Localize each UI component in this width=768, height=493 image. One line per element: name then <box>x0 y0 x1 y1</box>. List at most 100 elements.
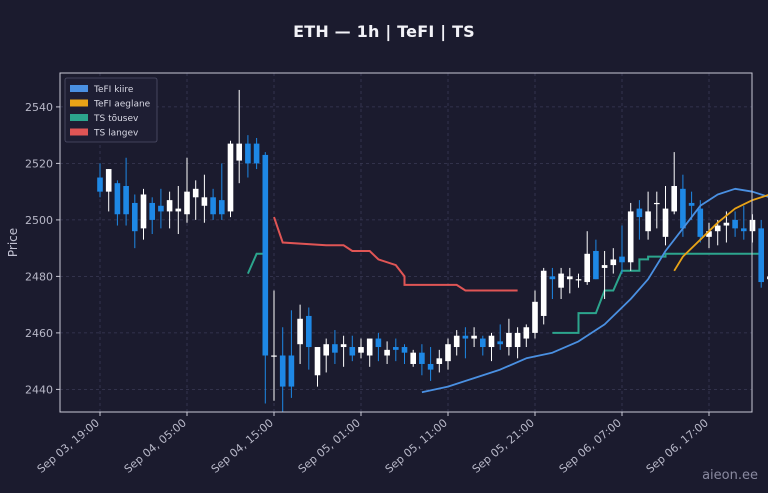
candle-body <box>375 338 382 348</box>
watermark: aieon.ee <box>702 468 758 483</box>
y-axis-label: Price <box>6 228 20 257</box>
candle-body <box>540 270 547 316</box>
candle-body <box>262 154 269 356</box>
candle <box>680 174 686 237</box>
x-tick-label: Sep 05, 11:00 <box>383 416 450 475</box>
y-tick-label: 2520 <box>25 157 53 170</box>
candle-body <box>158 205 164 212</box>
candle-body <box>279 355 286 387</box>
candle <box>297 304 303 364</box>
candle <box>593 239 599 280</box>
candle-body <box>584 253 590 283</box>
candle <box>480 335 486 356</box>
candle-body <box>471 335 477 339</box>
candle <box>540 267 547 325</box>
candle <box>236 89 242 184</box>
candle-body <box>627 211 634 263</box>
candle-body <box>619 256 625 263</box>
candle-body <box>297 318 303 345</box>
plot-frame <box>59 72 753 413</box>
candle-body <box>723 222 730 226</box>
candle-body <box>132 202 138 232</box>
candle-body <box>349 347 356 356</box>
candle <box>227 140 234 218</box>
candle-body <box>506 332 512 348</box>
candle <box>401 344 408 364</box>
candle-body <box>149 202 155 220</box>
candle <box>262 152 269 404</box>
candle <box>549 267 556 299</box>
candle <box>619 225 625 274</box>
x-tick-label: Sep 03, 19:00 <box>35 416 102 475</box>
axes: 2440 2460 2480 2500 2520 2540 Sep 03, 19:00 Sep… <box>6 101 711 476</box>
candle <box>210 188 216 220</box>
candle <box>636 200 643 240</box>
candle <box>471 327 477 348</box>
tefi-aeglane-line <box>673 194 768 272</box>
candle-body <box>236 143 242 161</box>
candle <box>166 191 173 229</box>
candle <box>105 169 112 212</box>
y-tick-label: 2440 <box>25 383 53 396</box>
candle <box>532 290 538 339</box>
candle-body <box>488 335 495 348</box>
candle <box>436 349 443 373</box>
legend-label: TS tõusev <box>93 114 139 124</box>
x-tick-label: Sep 06, 17:00 <box>644 416 711 475</box>
candle <box>488 332 495 362</box>
candlesticks <box>97 89 768 412</box>
legend-label: TeFI kiire <box>93 85 134 95</box>
candle-body <box>219 200 225 215</box>
candle <box>314 347 321 387</box>
candle <box>645 191 651 240</box>
candle <box>419 344 425 376</box>
x-tick-label: Sep 05, 21:00 <box>470 416 537 475</box>
candle-body <box>436 358 443 364</box>
candle <box>453 330 460 356</box>
candle-body <box>340 344 347 348</box>
candle <box>671 152 677 215</box>
candle <box>279 327 286 412</box>
candle <box>375 332 382 362</box>
candle-body <box>480 338 486 348</box>
candle-body <box>688 202 695 206</box>
candle-body <box>314 347 321 376</box>
candle-body <box>706 231 712 237</box>
x-tick-label: Sep 04, 15:00 <box>209 416 276 475</box>
candle <box>123 157 129 226</box>
candle <box>706 222 712 249</box>
candle <box>462 327 469 359</box>
candle-body <box>227 143 234 212</box>
candle <box>427 347 434 381</box>
candle-body <box>575 279 582 281</box>
candle-body <box>184 191 190 215</box>
legend-label: TS langev <box>93 129 139 139</box>
y-tick-label: 2500 <box>25 214 53 227</box>
candle <box>584 231 590 285</box>
candle <box>323 338 329 373</box>
candle-body <box>636 208 643 218</box>
candle <box>201 174 208 223</box>
candle-body <box>427 363 434 370</box>
y-tick-label: 2480 <box>25 270 53 283</box>
candle-body <box>741 228 747 232</box>
candle <box>366 338 373 367</box>
legend-swatch <box>70 99 88 107</box>
candle-body <box>680 188 686 229</box>
candle <box>497 324 503 350</box>
candle-body <box>497 341 503 345</box>
candle-body <box>210 197 216 215</box>
candle-body <box>593 250 599 280</box>
candle-body <box>271 355 277 357</box>
grid <box>60 73 752 412</box>
candle <box>714 219 721 246</box>
legend-label: TeFI aeglane <box>93 100 151 110</box>
candle <box>732 211 738 237</box>
legend-swatch <box>70 85 88 92</box>
candle-body <box>393 347 399 350</box>
candle <box>149 197 155 235</box>
candle-body <box>453 335 460 348</box>
x-tick-label: Sep 04, 05:00 <box>122 416 189 475</box>
candle <box>332 330 338 364</box>
candle-body <box>358 347 364 353</box>
